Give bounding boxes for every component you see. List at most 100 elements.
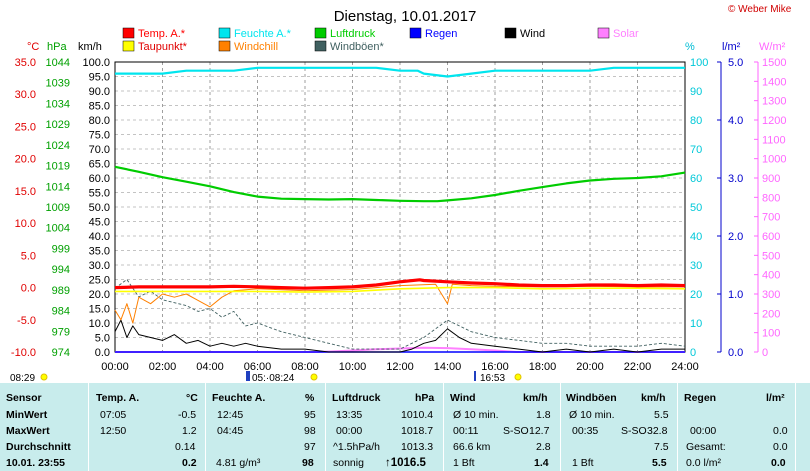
pressure-header: Luftdruck (332, 392, 381, 404)
tick-label-wind: 10.0 (89, 318, 110, 330)
gust-avg10-label: Ø 10 min. (569, 409, 615, 421)
tick-label-wind: 95.0 (89, 72, 110, 84)
wind-header: Wind (450, 392, 476, 404)
tick-label-press: 1034 (46, 98, 70, 110)
legend-swatch (597, 27, 610, 39)
tick-label-wind: 50.0 (89, 202, 110, 214)
tick-label-wind: 90.0 (89, 86, 110, 98)
tick-label-wind: 85.0 (89, 101, 110, 113)
wind-avg10-value: 1.8 (536, 409, 551, 421)
tick-label-press: 974 (52, 347, 70, 359)
humidity-header: Feuchte A. (212, 392, 266, 404)
tick-label-temp: 25.0 (15, 121, 36, 133)
temp-min-time: 07:05 (100, 409, 127, 421)
tick-label-wind: 45.0 (89, 217, 110, 229)
wind-current-value: 1.4 (534, 457, 549, 469)
tick-label-wind: 65.0 (89, 159, 110, 171)
sunset-marker (474, 371, 476, 381)
gust-avg-value: 7.5 (654, 441, 669, 453)
tick-label-temp: 35.0 (15, 57, 36, 69)
tick-label-hum: 40 (690, 231, 702, 243)
x-tick-label: 00:00 (101, 361, 129, 373)
row-label-current: 10.01. 23:55 (6, 457, 65, 469)
sun-icon (310, 373, 318, 381)
wind-avg10-label: Ø 10 min. (453, 409, 499, 421)
tick-label-wind: 15.0 (89, 304, 110, 316)
tick-label-press: 1009 (46, 202, 70, 214)
tick-label-solar: 600 (762, 231, 780, 243)
tick-label-wind: 30.0 (89, 260, 110, 272)
axis-unit-solar: W/m² (759, 41, 786, 53)
legend-label: Windchill (234, 41, 278, 53)
temp-avg-value: 0.14 (175, 441, 196, 453)
moon-marker (246, 371, 250, 381)
tick-label-hum: 100 (690, 57, 708, 69)
pressure-current-value: ↑1016.5 (385, 457, 426, 469)
tick-label-wind: 5.0 (95, 333, 110, 345)
gust-current-value: 5.5 (652, 457, 667, 469)
moon-time: 05:·08:24 (252, 373, 295, 383)
wind-avg-value: 2.8 (536, 441, 551, 453)
legend-label: Windböen* (330, 41, 385, 53)
row-label-max: MaxWert (6, 425, 50, 437)
tick-label-solar: 100 (762, 328, 780, 340)
legend-label: Feuchte A.* (234, 28, 292, 40)
x-tick-label: 18:00 (529, 361, 557, 373)
tick-label-temp: 30.0 (15, 89, 36, 101)
tick-label-hum: 10 (690, 318, 702, 330)
tick-label-wind: 35.0 (89, 246, 110, 258)
pressure-unit: hPa (415, 392, 435, 404)
axis-unit-temp: °C (27, 41, 39, 53)
tick-label-wind: 55.0 (89, 188, 110, 200)
statistics-table: Sensor MinWert MaxWert Durchschnitt 10.0… (0, 383, 810, 471)
tick-label-rain: 0.0 (728, 347, 743, 359)
tick-label-wind: 40.0 (89, 231, 110, 243)
tick-label-press: 1024 (46, 140, 70, 152)
tick-label-solar: 1000 (762, 154, 786, 166)
legend-swatch (122, 40, 135, 52)
x-tick-label: 14:00 (434, 361, 462, 373)
tick-label-temp: -5.0 (17, 315, 36, 327)
sun-icon (514, 373, 522, 381)
sensor-header: Sensor (6, 392, 42, 404)
wind-max-time: 00:11 (453, 425, 479, 437)
rain-rate: 0.0 l/m² (686, 457, 722, 469)
tick-label-hum: 0 (690, 347, 696, 359)
temp-max-value: 1.2 (182, 425, 197, 437)
tick-label-press: 1014 (46, 181, 70, 193)
temp-current-value: 0.2 (182, 457, 197, 469)
sun-icon (40, 373, 48, 381)
x-tick-label: 12:00 (386, 361, 414, 373)
tick-label-wind: 75.0 (89, 130, 110, 142)
row-label-avg: Durchschnitt (6, 441, 71, 453)
legend-swatch (122, 27, 135, 39)
legend-label: Luftdruck (330, 28, 376, 40)
temp-min-value: -0.5 (178, 409, 197, 421)
rain-max-value: 0.0 (773, 425, 788, 437)
series-line-wind (114, 319, 685, 353)
tick-label-solar: 900 (762, 173, 780, 185)
wind-max-direction: S-SO (503, 425, 529, 437)
legend-swatch (314, 40, 327, 52)
gust-max-time: 00:35 (572, 425, 599, 437)
rain-total-label: Gesamt: (686, 441, 726, 453)
tick-label-temp: 20.0 (15, 154, 36, 166)
tick-label-hum: 20 (690, 289, 702, 301)
tick-label-solar: 300 (762, 289, 780, 301)
rain-header: Regen (684, 392, 717, 404)
rain-unit: l/m² (766, 392, 785, 404)
tick-label-solar: 0 (762, 347, 768, 359)
tick-label-wind: 20.0 (89, 289, 110, 301)
forecast-text: sonnig (333, 457, 364, 469)
gust-header: Windböen (566, 392, 617, 404)
copyright-label: © Weber Mike (728, 4, 792, 15)
tick-label-press: 989 (52, 285, 70, 297)
tick-label-press: 1039 (46, 78, 70, 90)
tick-label-press: 999 (52, 243, 70, 255)
tick-label-solar: 400 (762, 270, 780, 282)
legend-swatch (504, 27, 517, 39)
rain-max-time: 00:00 (690, 425, 717, 437)
axis-unit-rain: l/m² (722, 41, 741, 53)
tick-label-temp: 15.0 (15, 186, 36, 198)
pressure-avg-value: 1013.3 (401, 441, 434, 453)
